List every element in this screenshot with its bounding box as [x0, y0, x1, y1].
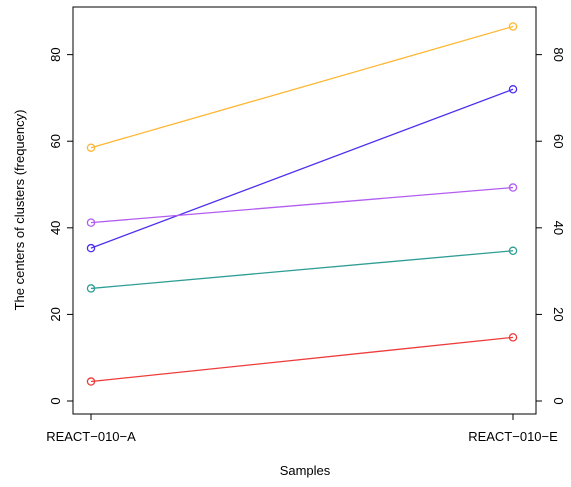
series-layer — [86, 22, 518, 386]
right-y-tick-label: 80 — [551, 47, 566, 61]
left-y-tick-label: 20 — [48, 307, 63, 321]
left-y-tick-label: 80 — [48, 47, 63, 61]
series-line-3 — [90, 186, 514, 224]
right-y-tick-label: 0 — [551, 397, 566, 404]
x-tick-label: REACT−010−A — [46, 429, 136, 444]
x-tick-label: REACT−010−E — [468, 429, 558, 444]
left-y-tick-label: 60 — [48, 134, 63, 148]
series-2-point — [508, 85, 518, 94]
series-4-point — [508, 246, 518, 256]
right-y-tick-label: 40 — [551, 221, 566, 235]
right-y-tick-label: 60 — [551, 134, 566, 148]
series-2-point — [86, 243, 96, 253]
series-5-point — [508, 333, 518, 342]
right-y-axis: 0 20 40 60 80 — [536, 47, 566, 405]
left-y-axis: 0 20 40 60 80 — [48, 47, 73, 405]
left-y-tick-label: 40 — [48, 221, 63, 235]
plot-frame — [72, 6, 537, 415]
series-3-point — [508, 183, 518, 192]
series-1-point — [508, 22, 518, 31]
right-y-tick-label: 20 — [551, 307, 566, 321]
x-axis: REACT−010−A REACT−010−E — [46, 414, 558, 444]
series-1-point — [86, 143, 96, 152]
series-line-5 — [90, 336, 514, 383]
series-3-point — [86, 218, 96, 227]
series-line-2 — [90, 88, 514, 249]
series-5-point — [86, 377, 96, 386]
left-y-tick-label: 0 — [48, 397, 63, 404]
series-line-4 — [90, 250, 514, 290]
y-axis-title: The centers of clusters (frequency) — [12, 110, 27, 311]
x-axis-title: Samples — [280, 463, 331, 478]
series-line-1 — [90, 25, 514, 149]
series-4-point — [86, 284, 96, 293]
